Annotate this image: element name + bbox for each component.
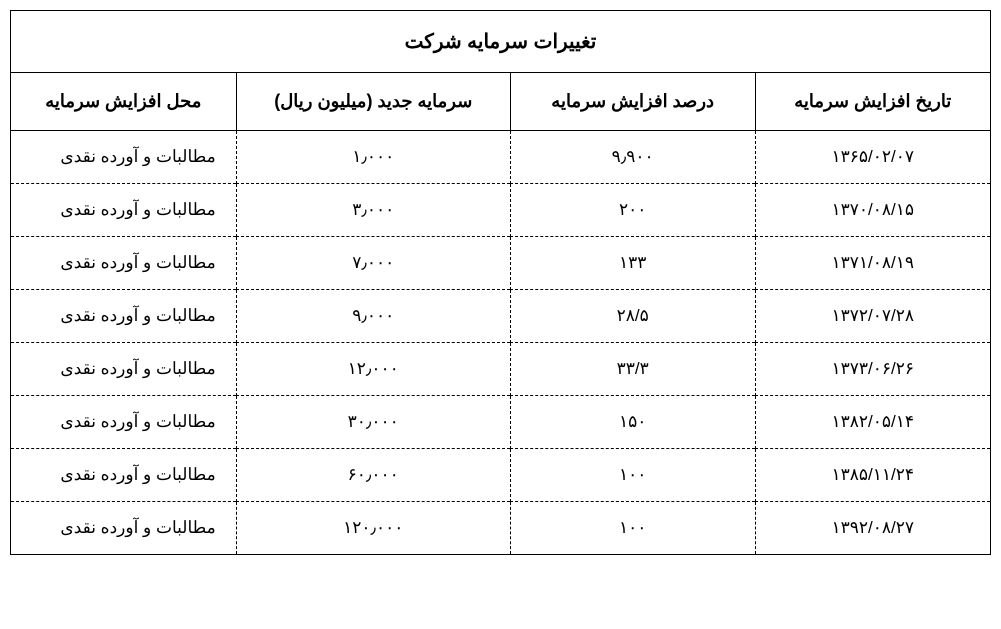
table-row: ۱۳۹۲/۰۸/۲۷ ۱۰۰ ۱۲۰٫۰۰۰ مطالبات و آورده ن… — [11, 502, 990, 555]
table-row: ۱۳۷۲/۰۷/۲۸ ۲۸/۵ ۹٫۰۰۰ مطالبات و آورده نق… — [11, 290, 990, 343]
cell-percent: ۱۰۰ — [510, 502, 755, 555]
cell-percent: ۲۸/۵ — [510, 290, 755, 343]
cell-source: مطالبات و آورده نقدی — [11, 343, 236, 396]
cell-percent: ۱۵۰ — [510, 396, 755, 449]
cell-date: ۱۳۷۱/۰۸/۱۹ — [755, 237, 990, 290]
cell-percent: ۳۳/۳ — [510, 343, 755, 396]
cell-date: ۱۳۷۳/۰۶/۲۶ — [755, 343, 990, 396]
column-header-new-capital: سرمایه جدید (میلیون ریال) — [236, 73, 510, 131]
cell-date: ۱۳۸۲/۰۵/۱۴ — [755, 396, 990, 449]
cell-source: مطالبات و آورده نقدی — [11, 396, 236, 449]
cell-percent: ۹٫۹۰۰ — [510, 131, 755, 184]
capital-changes-table-container: تغییرات سرمایه شرکت تاریخ افزایش سرمایه … — [10, 10, 991, 555]
cell-date: ۱۳۹۲/۰۸/۲۷ — [755, 502, 990, 555]
capital-changes-table: تاریخ افزایش سرمایه درصد افزایش سرمایه س… — [11, 73, 990, 554]
table-row: ۱۳۷۱/۰۸/۱۹ ۱۳۳ ۷٫۰۰۰ مطالبات و آورده نقد… — [11, 237, 990, 290]
cell-source: مطالبات و آورده نقدی — [11, 237, 236, 290]
table-body: ۱۳۶۵/۰۲/۰۷ ۹٫۹۰۰ ۱٫۰۰۰ مطالبات و آورده ن… — [11, 131, 990, 555]
column-header-source: محل افزایش سرمایه — [11, 73, 236, 131]
cell-new-capital: ۱۲٫۰۰۰ — [236, 343, 510, 396]
table-row: ۱۳۸۲/۰۵/۱۴ ۱۵۰ ۳۰٫۰۰۰ مطالبات و آورده نق… — [11, 396, 990, 449]
cell-percent: ۱۰۰ — [510, 449, 755, 502]
cell-source: مطالبات و آورده نقدی — [11, 184, 236, 237]
column-header-date: تاریخ افزایش سرمایه — [755, 73, 990, 131]
cell-date: ۱۳۷۰/۰۸/۱۵ — [755, 184, 990, 237]
table-row: ۱۳۶۵/۰۲/۰۷ ۹٫۹۰۰ ۱٫۰۰۰ مطالبات و آورده ن… — [11, 131, 990, 184]
table-title: تغییرات سرمایه شرکت — [11, 11, 990, 73]
cell-date: ۱۳۸۵/۱۱/۲۴ — [755, 449, 990, 502]
table-row: ۱۳۸۵/۱۱/۲۴ ۱۰۰ ۶۰٫۰۰۰ مطالبات و آورده نق… — [11, 449, 990, 502]
table-row: ۱۳۷۳/۰۶/۲۶ ۳۳/۳ ۱۲٫۰۰۰ مطالبات و آورده ن… — [11, 343, 990, 396]
table-row: ۱۳۷۰/۰۸/۱۵ ۲۰۰ ۳٫۰۰۰ مطالبات و آورده نقد… — [11, 184, 990, 237]
cell-source: مطالبات و آورده نقدی — [11, 131, 236, 184]
table-header-row: تاریخ افزایش سرمایه درصد افزایش سرمایه س… — [11, 73, 990, 131]
cell-new-capital: ۱٫۰۰۰ — [236, 131, 510, 184]
cell-new-capital: ۳٫۰۰۰ — [236, 184, 510, 237]
column-header-percent: درصد افزایش سرمایه — [510, 73, 755, 131]
cell-new-capital: ۱۲۰٫۰۰۰ — [236, 502, 510, 555]
cell-date: ۱۳۷۲/۰۷/۲۸ — [755, 290, 990, 343]
cell-source: مطالبات و آورده نقدی — [11, 449, 236, 502]
cell-new-capital: ۷٫۰۰۰ — [236, 237, 510, 290]
cell-new-capital: ۹٫۰۰۰ — [236, 290, 510, 343]
cell-percent: ۲۰۰ — [510, 184, 755, 237]
cell-date: ۱۳۶۵/۰۲/۰۷ — [755, 131, 990, 184]
cell-source: مطالبات و آورده نقدی — [11, 502, 236, 555]
cell-new-capital: ۳۰٫۰۰۰ — [236, 396, 510, 449]
cell-source: مطالبات و آورده نقدی — [11, 290, 236, 343]
cell-percent: ۱۳۳ — [510, 237, 755, 290]
cell-new-capital: ۶۰٫۰۰۰ — [236, 449, 510, 502]
